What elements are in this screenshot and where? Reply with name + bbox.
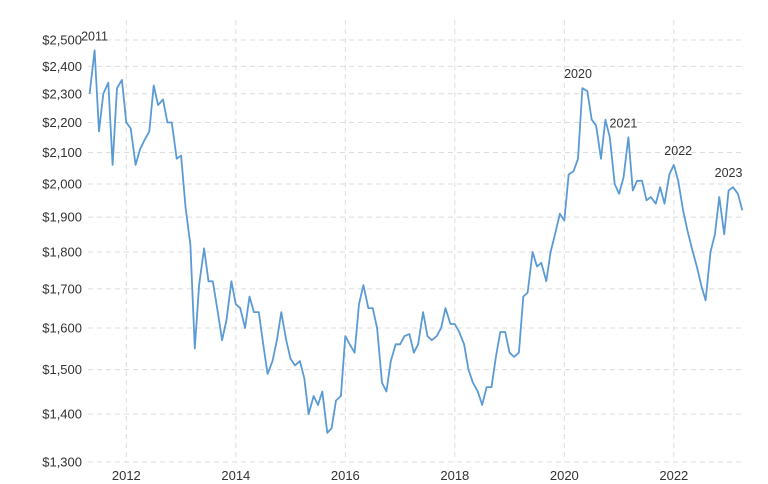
year-annotation: 2022 — [664, 144, 692, 158]
price-series-line — [88, 49, 744, 434]
y-tick-label: $2,200 — [42, 115, 82, 130]
y-tick-label: $1,700 — [42, 281, 82, 296]
y-tick-label: $1,800 — [42, 244, 82, 259]
y-axis-tick-labels: $1,300 $1,400 $1,500 $1,600 $1,700 $1,800 $1,9… — [42, 33, 82, 470]
y-tick-label: $2,400 — [42, 59, 82, 74]
y-tick-label: $1,500 — [42, 362, 82, 377]
x-tick-label: 2020 — [550, 468, 579, 483]
y-tick-label: $1,900 — [42, 210, 82, 225]
y-tick-label: $1,300 — [42, 455, 82, 470]
x-tick-label: 2016 — [331, 468, 360, 483]
year-annotation: 2021 — [610, 116, 638, 130]
y-tick-label: $1,600 — [42, 321, 82, 336]
year-annotation: 2023 — [715, 166, 743, 180]
year-annotation: 2020 — [564, 67, 592, 81]
grid — [88, 20, 745, 463]
y-tick-label: $2,100 — [42, 145, 82, 160]
series-layer — [88, 49, 744, 434]
y-tick-label: $2,300 — [42, 86, 82, 101]
year-annotation: 2011 — [81, 29, 108, 43]
annotations: 2011 2020 2021 2022 2023 — [81, 29, 742, 180]
x-tick-label: 2012 — [112, 468, 141, 483]
x-tick-label: 2018 — [440, 468, 469, 483]
y-tick-label: $2,000 — [42, 177, 82, 192]
y-tick-label: $2,500 — [42, 33, 82, 48]
x-tick-label: 2022 — [659, 468, 688, 483]
y-tick-label: $1,400 — [42, 407, 82, 422]
x-tick-label: 2014 — [221, 468, 250, 483]
x-axis-tick-labels: 2012 2014 2016 2018 2020 2022 — [112, 468, 688, 483]
